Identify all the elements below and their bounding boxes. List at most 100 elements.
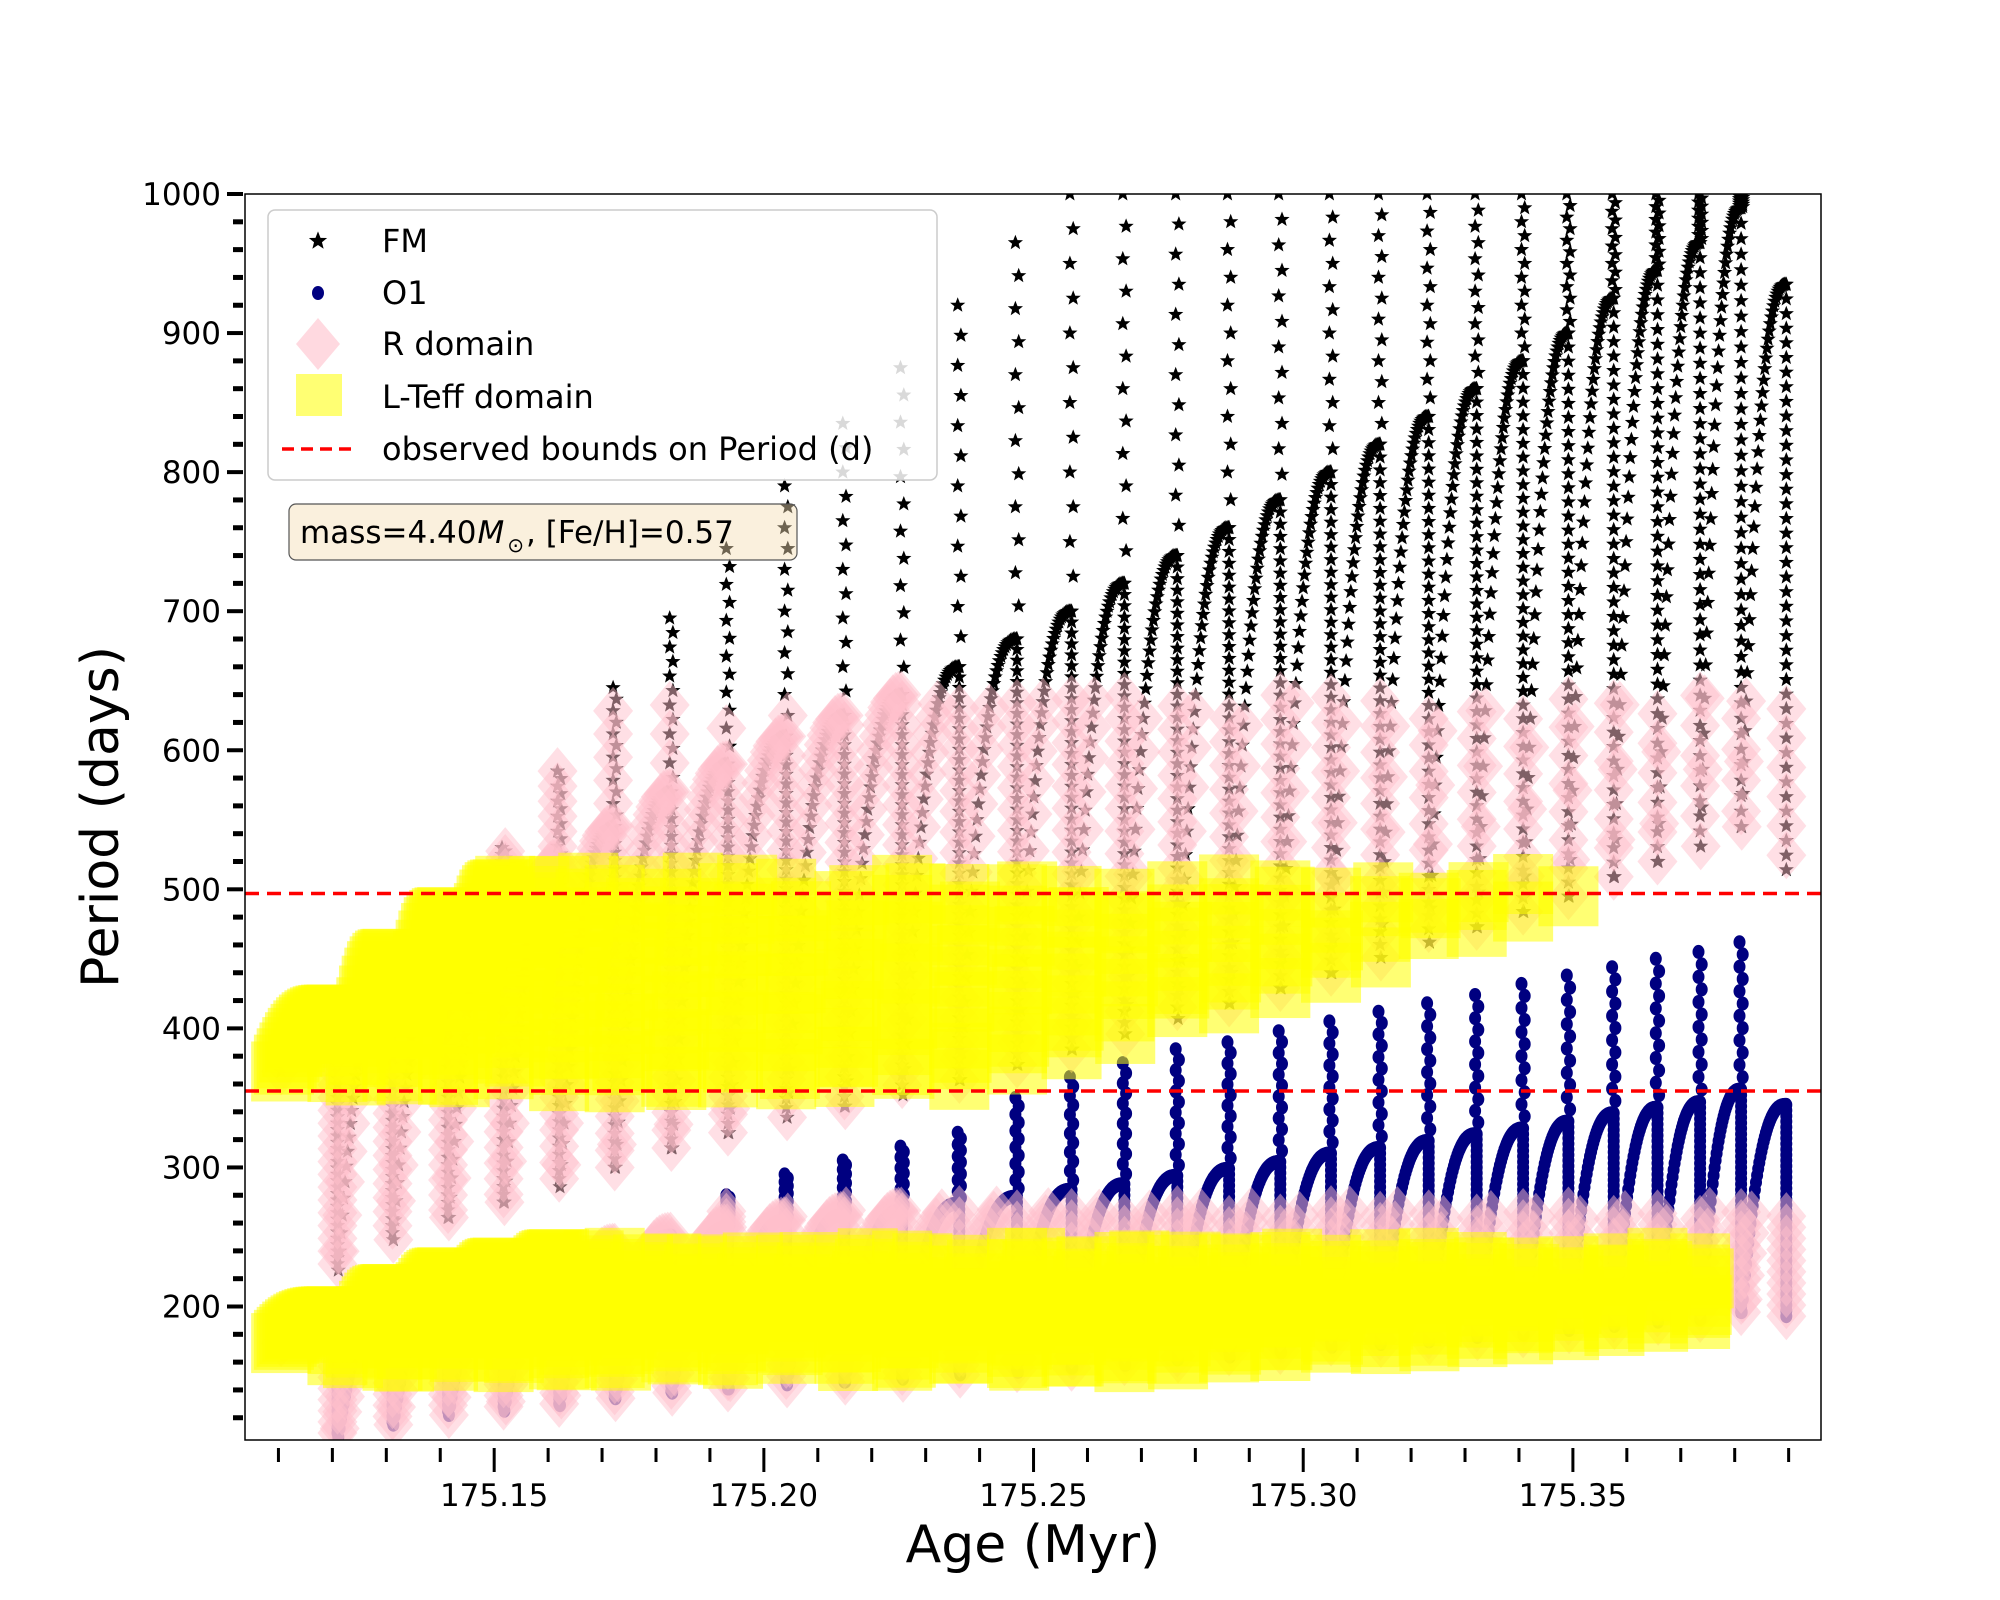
o1-point	[1695, 957, 1708, 972]
o1-point	[1609, 1021, 1622, 1035]
o1-point	[1323, 1014, 1336, 1029]
o1-point	[1169, 1105, 1182, 1120]
o1-point	[951, 1125, 964, 1140]
o1-point	[1515, 1073, 1528, 1088]
o1-point	[1564, 1029, 1577, 1044]
o1-point	[1424, 1122, 1437, 1137]
o1-point	[1733, 1008, 1746, 1023]
o1-point	[1276, 1035, 1288, 1049]
o1-point	[1224, 1088, 1237, 1102]
o1-point	[1606, 1081, 1619, 1096]
o1-point	[1372, 1118, 1385, 1133]
o1-point	[1375, 1129, 1388, 1144]
o1-point	[1372, 1095, 1385, 1110]
o1-point	[1272, 1133, 1285, 1148]
o1-point	[1692, 1020, 1705, 1034]
o1-point	[1518, 1037, 1531, 1052]
o1-point	[1469, 1034, 1482, 1049]
o1-point	[1653, 1038, 1666, 1053]
o1-point	[1421, 1019, 1434, 1034]
o1-point	[1424, 1053, 1437, 1068]
o1-point	[836, 1153, 849, 1168]
o1-point	[1221, 1140, 1234, 1155]
o1-point	[1515, 1025, 1528, 1040]
o1-point	[1326, 1091, 1339, 1106]
o1-point	[1272, 1024, 1285, 1039]
o1-point	[1692, 1070, 1705, 1084]
o1-point	[1472, 1069, 1485, 1084]
o1-point	[1424, 1099, 1437, 1114]
o1-point	[1272, 1089, 1285, 1104]
o1-point	[1276, 1078, 1288, 1093]
o1-point	[1172, 1116, 1185, 1131]
o1-point	[1736, 947, 1749, 962]
o1-point	[1695, 1057, 1708, 1072]
o1-point	[1518, 1061, 1531, 1076]
o1-point	[1606, 984, 1619, 999]
o1-point	[1736, 1045, 1749, 1060]
o1-point	[1733, 1033, 1746, 1048]
o1-point	[1733, 959, 1746, 974]
o1-point	[1172, 1158, 1185, 1173]
o1-point	[1326, 1047, 1339, 1062]
o1-point	[1564, 1053, 1577, 1068]
o1-point	[1649, 1051, 1662, 1065]
o1-point	[1326, 1069, 1339, 1084]
o1-point	[1169, 1042, 1182, 1057]
o1-point	[1609, 996, 1622, 1011]
o1-point	[1692, 944, 1705, 959]
o1-point	[1424, 1076, 1437, 1091]
o1-point	[1518, 1109, 1531, 1124]
o1-point	[1733, 984, 1746, 999]
o1-point	[1221, 1035, 1234, 1050]
o1-point	[1736, 972, 1749, 986]
o1-point	[1272, 1111, 1285, 1126]
o1-point	[1515, 1049, 1528, 1064]
o1-point	[778, 1167, 791, 1182]
o1-point	[1172, 1052, 1185, 1067]
o1-point	[1606, 1033, 1619, 1048]
o1-point	[1560, 1041, 1573, 1056]
o1-point	[1372, 1050, 1385, 1065]
o1-point	[1272, 1067, 1285, 1082]
o1-point	[1653, 989, 1666, 1003]
o1-point	[1421, 996, 1434, 1011]
o1-point	[1609, 1069, 1622, 1084]
o1-point	[1515, 976, 1528, 991]
o1-point	[1606, 1057, 1619, 1072]
o1-point	[1221, 1098, 1234, 1113]
o1-point	[1323, 1058, 1336, 1073]
o1-point	[1172, 1073, 1185, 1088]
o1-point	[1649, 1001, 1662, 1016]
o1-point	[1323, 1102, 1336, 1117]
o1-point	[1372, 1004, 1385, 1019]
o1-point	[1169, 1126, 1182, 1141]
o1-point	[894, 1139, 907, 1154]
o1-point	[1649, 976, 1662, 991]
o1-point	[1469, 1103, 1482, 1118]
o1-point	[1469, 988, 1482, 1002]
o1-point	[1375, 1084, 1388, 1099]
o1-point	[1653, 1013, 1666, 1028]
o1-point	[1372, 1027, 1385, 1042]
o1-point	[1375, 1016, 1388, 1030]
o1-point	[1276, 1122, 1288, 1137]
o1-point	[1564, 980, 1577, 995]
o1-point	[1172, 1137, 1185, 1152]
o1-point	[1326, 1025, 1339, 1040]
o1-point	[1424, 1007, 1437, 1022]
o1-point	[1692, 1045, 1705, 1059]
o1-point	[1421, 1042, 1434, 1057]
o1-point	[1560, 1065, 1573, 1080]
o1-point	[1564, 1005, 1577, 1019]
o1-point	[1469, 1057, 1482, 1072]
o1-point	[1472, 1022, 1485, 1037]
o1-point	[1472, 1045, 1485, 1060]
o1-point	[1375, 1038, 1388, 1053]
o1-point	[1518, 1013, 1531, 1027]
o1-point	[1653, 1063, 1666, 1078]
o1-point	[1221, 1077, 1234, 1092]
o1-point	[1733, 1058, 1746, 1072]
o1-point	[1649, 1075, 1662, 1090]
o1-point	[1733, 935, 1746, 950]
